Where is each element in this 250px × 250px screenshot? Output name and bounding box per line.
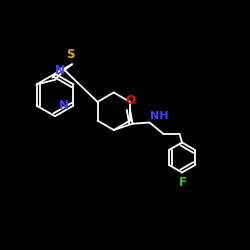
Text: N: N: [55, 64, 65, 78]
Text: O: O: [125, 94, 135, 107]
Text: S: S: [66, 48, 75, 61]
Text: NH: NH: [150, 111, 169, 121]
Text: F: F: [178, 176, 186, 188]
Text: N: N: [59, 99, 69, 112]
